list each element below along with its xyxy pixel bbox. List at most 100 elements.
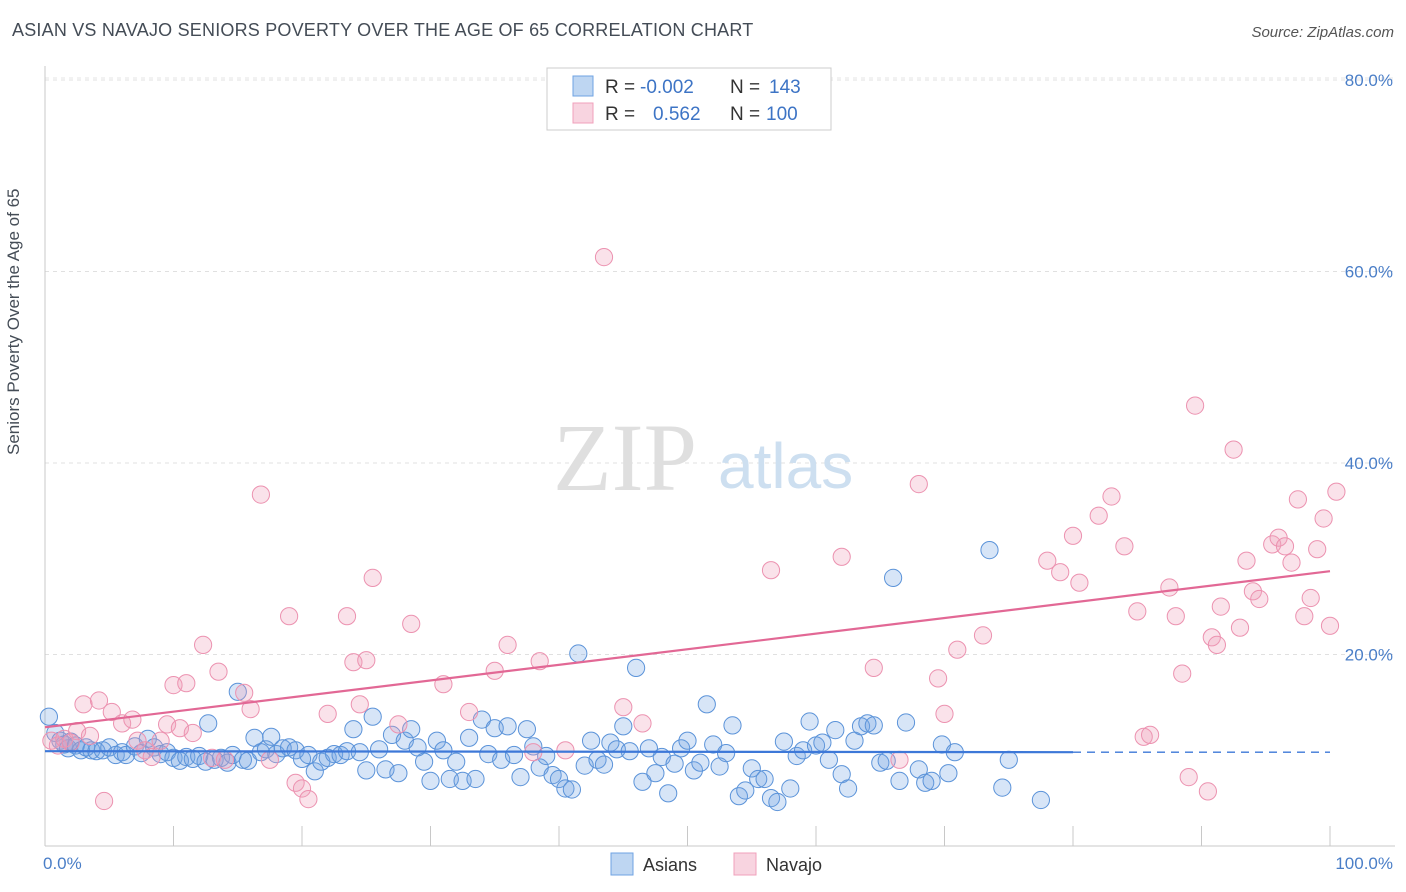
navajo-point	[1301, 588, 1320, 608]
navajo-point	[1089, 506, 1108, 525]
bottom-legend: Asians Navajo	[610, 852, 822, 876]
asians-point	[389, 764, 408, 783]
bottom-legend-label-asians: Asians	[643, 855, 697, 875]
navajo-point	[402, 614, 421, 634]
navajo-point	[1224, 440, 1243, 459]
asians-point	[858, 714, 877, 733]
navajo-point	[80, 726, 100, 746]
navajo-point	[973, 626, 993, 645]
navajo-point	[1063, 526, 1083, 545]
asians-point	[909, 760, 928, 779]
navajo-point	[1179, 768, 1198, 787]
navajo-point	[1295, 607, 1314, 626]
asians-point	[691, 753, 710, 772]
asians-point	[710, 757, 729, 776]
navajo-point	[337, 607, 357, 626]
asians-point	[749, 769, 768, 789]
asians-point	[434, 741, 453, 760]
navajo-point	[363, 568, 382, 588]
watermark: ZIP atlas	[553, 404, 853, 511]
navajo-point	[1198, 782, 1218, 801]
navajo-point	[318, 704, 337, 724]
navajo-point	[909, 475, 928, 494]
asians-point	[755, 769, 774, 789]
navajo-point	[1230, 618, 1250, 637]
navajo-point	[1038, 551, 1057, 570]
data-points	[39, 248, 1346, 812]
bottom-legend-swatch-navajo	[733, 852, 757, 876]
navajo-point	[460, 702, 479, 722]
legend-n-value-navajo: 100	[766, 104, 798, 125]
y-tick-label: 20.0%	[1345, 646, 1393, 665]
navajo-point	[890, 750, 909, 769]
y-tick-label: 40.0%	[1345, 454, 1393, 473]
asians-point	[884, 568, 903, 588]
asians-point	[447, 752, 466, 771]
asians-point	[999, 750, 1018, 769]
navajo-point	[74, 695, 93, 714]
asians-point	[357, 761, 376, 780]
asians-point	[228, 682, 247, 701]
asians-point	[768, 792, 787, 812]
asians-point	[421, 771, 440, 791]
bottom-legend-swatch-asians	[610, 852, 634, 876]
asians-point	[939, 764, 958, 783]
asians-point	[562, 780, 582, 799]
navajo-point	[594, 248, 614, 267]
navajo-point	[1314, 509, 1333, 528]
navajo-point	[556, 741, 575, 760]
navajo-point	[389, 715, 408, 734]
navajo-point	[1327, 482, 1346, 501]
navajo-point	[614, 698, 633, 717]
asians-point	[826, 721, 845, 740]
navajo-point	[948, 640, 967, 659]
asians-point	[511, 768, 530, 787]
navajo-point	[1134, 727, 1153, 746]
navajo-point	[299, 790, 318, 809]
asians-point	[460, 728, 479, 747]
asians-point	[466, 769, 485, 789]
navajo-point	[1237, 551, 1256, 570]
y-tick-label: 60.0%	[1345, 263, 1393, 282]
navajo-point	[1051, 563, 1070, 582]
navajo-point	[142, 747, 161, 767]
bottom-legend-label-navajo: Navajo	[766, 855, 822, 875]
asians-point	[504, 745, 524, 765]
navajo-point	[194, 635, 213, 655]
y-tick-label: 80.0%	[1345, 71, 1393, 90]
asians-point	[697, 695, 716, 714]
navajo-point	[1141, 725, 1160, 745]
navajo-point	[357, 651, 376, 670]
legend-r-label-navajo: R =	[605, 104, 635, 125]
asians-point	[415, 752, 434, 771]
navajo-point	[260, 750, 279, 769]
asians-point	[704, 735, 723, 754]
asians-point	[569, 644, 588, 663]
navajo-point	[935, 704, 954, 724]
navajo-point	[350, 695, 369, 714]
navajo-point	[102, 702, 121, 722]
asians-point	[614, 717, 633, 736]
navajo-point	[1243, 582, 1263, 601]
navajo-point	[215, 750, 234, 769]
asians-point	[646, 764, 665, 783]
navajo-point	[123, 710, 142, 729]
asians-point	[684, 761, 704, 780]
trend-lines	[44, 570, 1331, 754]
asians-point	[819, 750, 839, 769]
asians-point	[582, 731, 601, 750]
legend-n-value-asians: 143	[769, 77, 801, 98]
asians-point	[1031, 790, 1051, 810]
asians-point	[665, 754, 684, 773]
navajo-point	[89, 691, 109, 710]
asians-point	[781, 779, 800, 798]
navajo-point	[251, 485, 270, 504]
x-tick-label: 0.0%	[43, 854, 82, 873]
navajo-point	[177, 674, 196, 693]
asians-point	[659, 784, 678, 803]
asians-point	[370, 740, 389, 759]
asians-point	[594, 755, 614, 774]
asians-point	[633, 772, 652, 791]
asians-point	[556, 779, 575, 798]
asians-point	[800, 712, 819, 731]
